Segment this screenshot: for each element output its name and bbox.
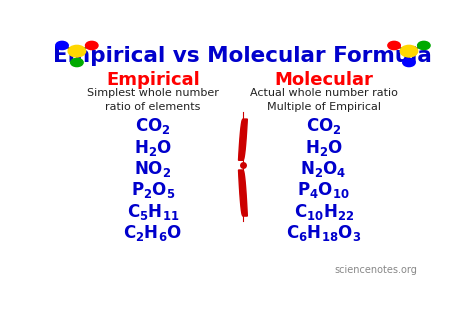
- Circle shape: [56, 41, 68, 49]
- Text: $\mathbf{P_4O_{10}}$: $\mathbf{P_4O_{10}}$: [297, 180, 350, 200]
- Text: $\mathbf{P_2O_5}$: $\mathbf{P_2O_5}$: [131, 180, 175, 200]
- Circle shape: [388, 41, 401, 49]
- Text: Empirical: Empirical: [106, 71, 200, 89]
- Text: $\mathbf{NO_2}$: $\mathbf{NO_2}$: [134, 159, 172, 179]
- Text: $\mathbf{N_2O_4}$: $\mathbf{N_2O_4}$: [301, 159, 347, 179]
- Text: $\mathbf{C_5H_{11}}$: $\mathbf{C_5H_{11}}$: [127, 202, 179, 222]
- Text: $\mathbf{C_{10}H_{22}}$: $\mathbf{C_{10}H_{22}}$: [293, 202, 354, 222]
- Text: $\mathbf{H_2O}$: $\mathbf{H_2O}$: [305, 138, 343, 158]
- Circle shape: [71, 58, 83, 66]
- Text: sciencenotes.org: sciencenotes.org: [335, 266, 418, 276]
- Polygon shape: [238, 119, 247, 160]
- Text: Empirical vs Molecular Formula: Empirical vs Molecular Formula: [54, 46, 432, 66]
- Circle shape: [68, 45, 86, 57]
- Text: Simplest whole number
ratio of elements: Simplest whole number ratio of elements: [87, 88, 219, 112]
- Text: $\mathbf{H_2O}$: $\mathbf{H_2O}$: [134, 138, 172, 158]
- Text: $\mathbf{C_2H_6O}$: $\mathbf{C_2H_6O}$: [123, 223, 182, 243]
- Circle shape: [400, 45, 418, 57]
- Circle shape: [85, 41, 98, 49]
- Circle shape: [418, 41, 430, 49]
- Polygon shape: [238, 170, 247, 216]
- Text: Molecular: Molecular: [274, 71, 373, 89]
- Text: $\mathbf{CO_2}$: $\mathbf{CO_2}$: [306, 116, 341, 136]
- Text: Actual whole number ratio
Multiple of Empirical: Actual whole number ratio Multiple of Em…: [250, 88, 398, 112]
- Text: $\mathbf{CO_2}$: $\mathbf{CO_2}$: [135, 116, 171, 136]
- Circle shape: [403, 58, 415, 66]
- Text: $\mathbf{C_6H_{18}O_3}$: $\mathbf{C_6H_{18}O_3}$: [286, 223, 361, 243]
